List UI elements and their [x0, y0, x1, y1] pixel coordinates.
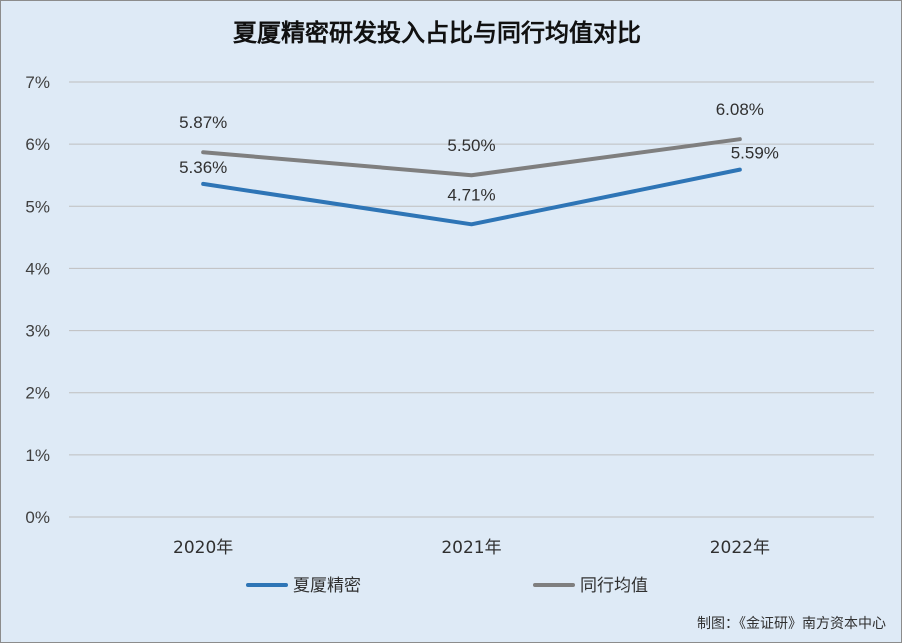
y-tick-label: 7%: [25, 73, 50, 92]
y-tick-label: 0%: [25, 508, 50, 527]
series-layer: [201, 137, 742, 227]
data-labels: 5.36% 4.71% 5.59% 5.87% 5.50% 6.08%: [179, 100, 779, 204]
y-tick-label: 5%: [25, 197, 50, 216]
legend-label: 夏厦精密: [293, 576, 361, 596]
y-tick-label: 3%: [25, 322, 50, 341]
data-label: 4.71%: [447, 185, 495, 204]
x-tick-label: 2021年: [441, 538, 501, 558]
legend: 夏厦精密 同行均值: [246, 576, 648, 596]
x-tick-label: 2022年: [710, 538, 770, 558]
data-label: 5.87%: [179, 113, 227, 132]
y-axis-ticks: 0% 1% 2% 3% 4% 5% 6% 7%: [25, 73, 50, 527]
data-label: 5.36%: [179, 158, 227, 177]
y-tick-label: 6%: [25, 135, 50, 154]
data-label: 5.59%: [731, 144, 779, 163]
data-label: 6.08%: [716, 100, 764, 119]
chart-credit: 制图：《金证研》南方资本中心: [697, 616, 886, 632]
legend-label: 同行均值: [580, 576, 648, 596]
y-tick-label: 2%: [25, 384, 50, 403]
x-axis-ticks: 2020年 2021年 2022年: [173, 538, 770, 558]
grid-layer: [69, 81, 874, 518]
y-tick-label: 4%: [25, 259, 50, 278]
y-tick-label: 1%: [25, 446, 50, 465]
chart-title: 夏厦精密研发投入占比与同行均值对比: [233, 19, 641, 47]
x-tick-label: 2020年: [173, 538, 233, 558]
data-label: 5.50%: [447, 136, 495, 155]
